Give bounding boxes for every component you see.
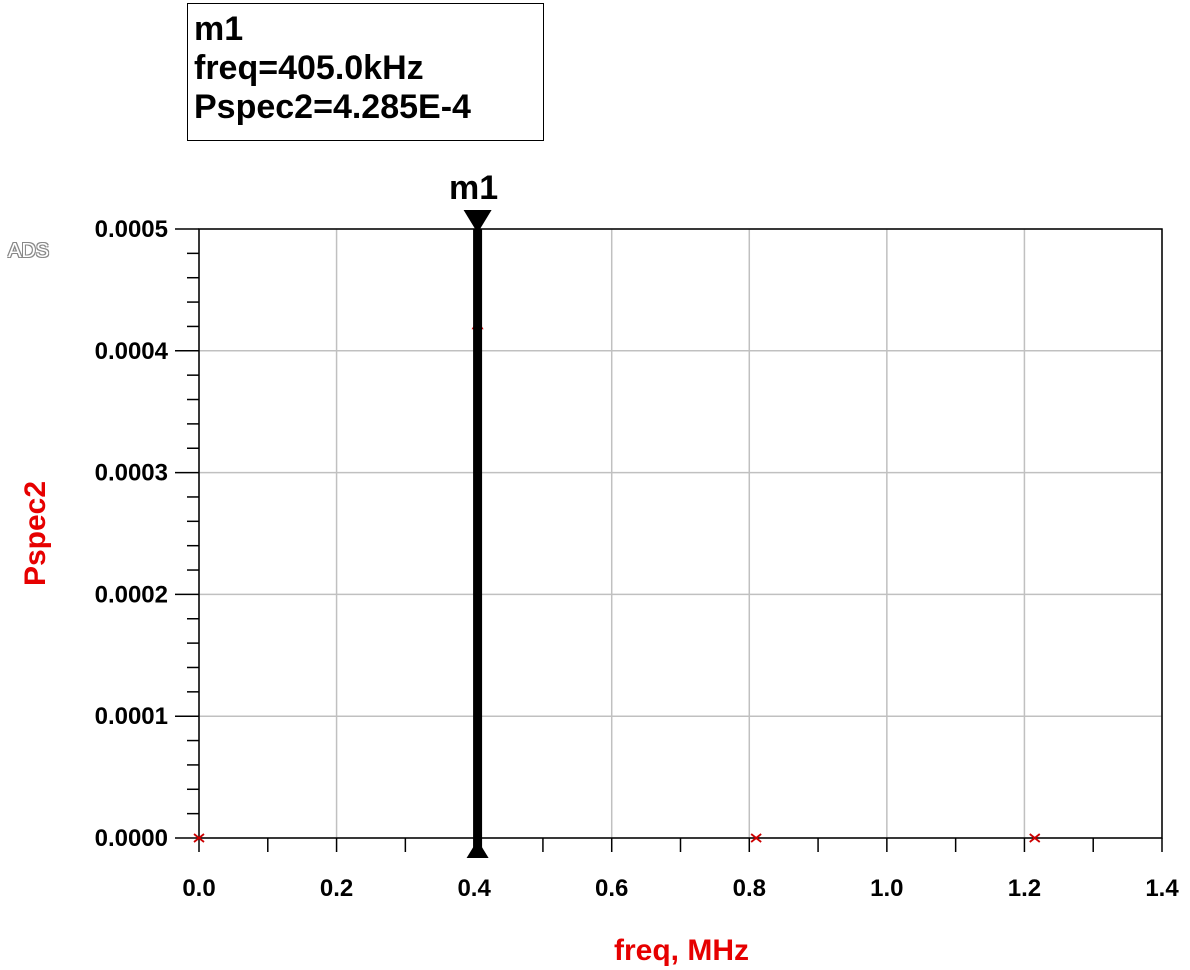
x-tick-label: 0.4 <box>457 875 491 902</box>
y-tick-label: 0.0003 <box>95 460 168 487</box>
marker-readout-freq: freq=405.0kHz <box>194 49 424 87</box>
marker-top-triangle-icon <box>463 210 492 233</box>
x-tick-label: 1.4 <box>1145 875 1179 902</box>
ads-watermark: ADS <box>8 240 50 262</box>
x-tick-label: 0.2 <box>320 875 353 902</box>
minor-ticks <box>175 228 1163 852</box>
x-tick-label: 0.8 <box>733 875 766 902</box>
x-tick-label: 1.0 <box>870 875 903 902</box>
x-tick-label: 0.0 <box>182 875 215 902</box>
grid-lines <box>198 228 1163 839</box>
data-point <box>1029 833 1041 843</box>
marker-readout-value: Pspec2=4.285E-4 <box>194 88 471 126</box>
y-axis-label: Pspec2 <box>19 481 52 586</box>
marker-label: m1 <box>449 169 498 207</box>
data-point <box>193 833 205 843</box>
marker-bottom-triangle-icon <box>466 840 489 858</box>
y-tick-label: 0.0005 <box>95 216 168 243</box>
data-point <box>750 833 762 843</box>
y-tick-labels: 0.0000 0.0001 0.0002 0.0003 0.0004 0.0005 <box>95 216 169 852</box>
marker-m1[interactable]: m1 <box>449 169 498 858</box>
x-tick-label: 1.2 <box>1008 875 1041 902</box>
x-tick-labels: 0.0 0.2 0.4 0.6 0.8 1.0 1.2 1.4 <box>182 875 1179 902</box>
y-tick-label: 0.0000 <box>95 825 168 852</box>
y-tick-label: 0.0001 <box>95 703 168 730</box>
marker-readout-name: m1 <box>194 10 244 48</box>
marker-readout-box: m1 freq=405.0kHz Pspec2=4.285E-4 <box>187 3 544 141</box>
data-points <box>193 319 1041 843</box>
x-axis-label: freq, MHz <box>614 934 749 967</box>
y-tick-label: 0.0002 <box>95 581 168 608</box>
x-tick-label: 0.6 <box>595 875 628 902</box>
plot-frame <box>198 228 1163 839</box>
y-tick-label: 0.0004 <box>95 338 169 365</box>
